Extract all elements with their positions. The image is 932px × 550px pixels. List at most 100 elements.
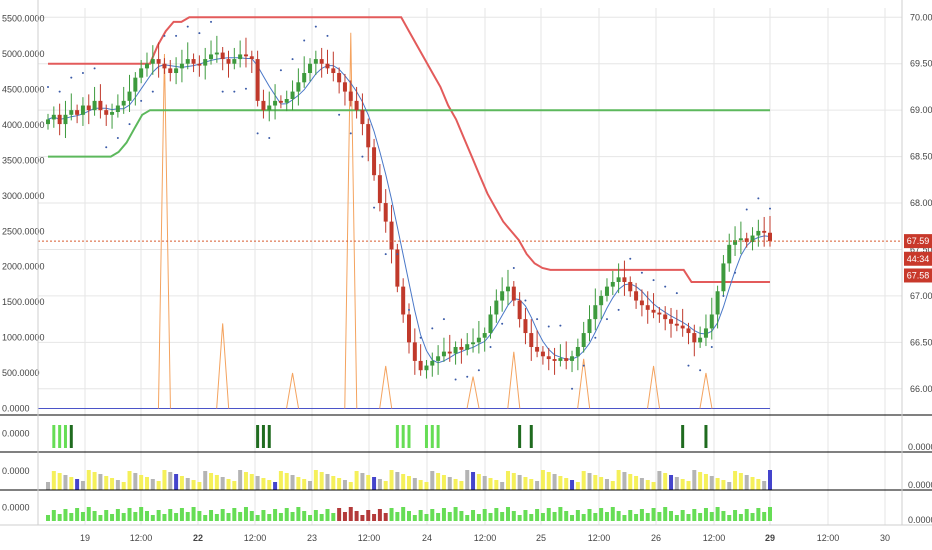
psar-dot	[454, 378, 457, 381]
left-tick-label: 1500.0000	[2, 297, 45, 307]
indicator-bar	[249, 474, 254, 490]
oscillator-bar	[110, 514, 115, 521]
candle-body	[255, 59, 260, 101]
oscillator-bar	[412, 515, 417, 521]
candle-body	[168, 68, 173, 74]
indicator-panes[interactable]: 0.0000 0.0000 0.0000 0.0000 0.0000 0.0000	[0, 414, 932, 525]
right-tick-label: 68.50	[910, 152, 932, 162]
oscillator-bar	[575, 510, 580, 521]
oscillator-bar	[564, 511, 569, 521]
candle-body	[98, 100, 103, 111]
x-tick-label: 12:00	[474, 533, 497, 543]
candle-body	[750, 235, 755, 243]
candle-body	[622, 277, 627, 282]
indicator-bar	[610, 481, 615, 490]
oscillator-bar	[628, 510, 633, 521]
indicator-bar	[634, 476, 639, 490]
indicator-bar	[185, 478, 190, 490]
candle-body	[505, 286, 510, 292]
indicator-bar	[762, 481, 767, 490]
oscillator-bar	[179, 508, 184, 521]
indicator-bar	[441, 475, 446, 490]
oscillator-bar	[290, 512, 295, 521]
indicator-bar	[121, 482, 126, 490]
pane-left-label: 0.0000	[2, 466, 30, 476]
left-tick-label: 2000.0000	[2, 262, 45, 272]
indicator-bar	[471, 472, 476, 490]
indicator-bar	[383, 481, 388, 490]
right-tick-label: 69.00	[910, 105, 932, 115]
candle-body	[337, 73, 342, 83]
indicator-bar	[243, 472, 248, 490]
psar-dot	[303, 39, 306, 42]
candle-body	[546, 356, 551, 360]
candle-body	[511, 286, 516, 301]
oscillator-bar	[98, 515, 103, 521]
indicator-bar	[738, 473, 743, 490]
candle-body	[261, 100, 266, 111]
indicator-bar	[756, 479, 761, 490]
candle-body	[389, 221, 394, 250]
x-tick-label: 24	[422, 533, 432, 543]
indicator-bar	[86, 470, 91, 490]
candle-body	[174, 68, 179, 74]
indicator-bar	[558, 476, 563, 490]
candle-body	[674, 323, 679, 326]
oscillator-bar	[325, 509, 330, 521]
candle-body	[377, 175, 382, 204]
candle-body	[424, 365, 429, 371]
indicator-bar	[127, 471, 132, 490]
price-pane[interactable]	[38, 16, 902, 409]
oscillator-bar	[249, 511, 254, 521]
candle-body	[46, 119, 50, 125]
oscillator-bar	[174, 513, 179, 521]
indicator-bar	[133, 473, 138, 490]
psar-dot	[314, 25, 317, 28]
candle-body	[162, 63, 167, 69]
oscillator-bar	[744, 509, 749, 521]
candle-body	[663, 314, 668, 320]
oscillator-bar	[144, 511, 149, 521]
oscillator-bar	[692, 509, 697, 521]
signal-bar	[58, 425, 62, 448]
candle-body	[238, 54, 243, 60]
candle-body	[273, 100, 278, 106]
indicator-bar	[75, 479, 80, 490]
indicator-bar	[308, 481, 313, 490]
indicator-bar	[692, 470, 697, 490]
indicator-bar	[214, 475, 219, 490]
candle-body	[214, 52, 219, 55]
indicator-bar	[232, 481, 237, 490]
signal-bar	[401, 425, 405, 448]
oscillator-bar	[360, 515, 365, 521]
oscillator-bar	[354, 511, 359, 521]
indicator-bar	[319, 472, 324, 490]
psar-dot	[536, 318, 539, 321]
volume-spike	[216, 323, 230, 409]
oscillator-bar	[447, 512, 452, 521]
candle-body	[488, 314, 493, 334]
left-tick-label: 0.0000	[2, 403, 30, 413]
indicator-bar	[238, 470, 243, 490]
candle-body	[319, 59, 324, 64]
psar-dot	[419, 336, 422, 339]
candle-body	[115, 105, 120, 113]
candle-body	[121, 100, 126, 106]
indicator-bar	[220, 477, 225, 490]
indicator-bar	[51, 471, 56, 490]
signal-bar	[69, 425, 73, 448]
psar-dot	[70, 76, 73, 79]
indicator-bar	[209, 473, 214, 490]
indicator-bar	[92, 472, 97, 490]
x-tick-label: 12:00	[817, 533, 840, 543]
oscillator-bar	[139, 507, 144, 521]
signal-bar	[436, 425, 440, 448]
oscillator-bar	[243, 507, 248, 521]
candle-body	[86, 105, 91, 111]
candle-body	[232, 59, 237, 64]
candle-body	[144, 63, 149, 69]
oscillator-bar	[674, 515, 679, 521]
oscillator-bar	[529, 514, 534, 521]
indicator-bar	[674, 477, 679, 490]
